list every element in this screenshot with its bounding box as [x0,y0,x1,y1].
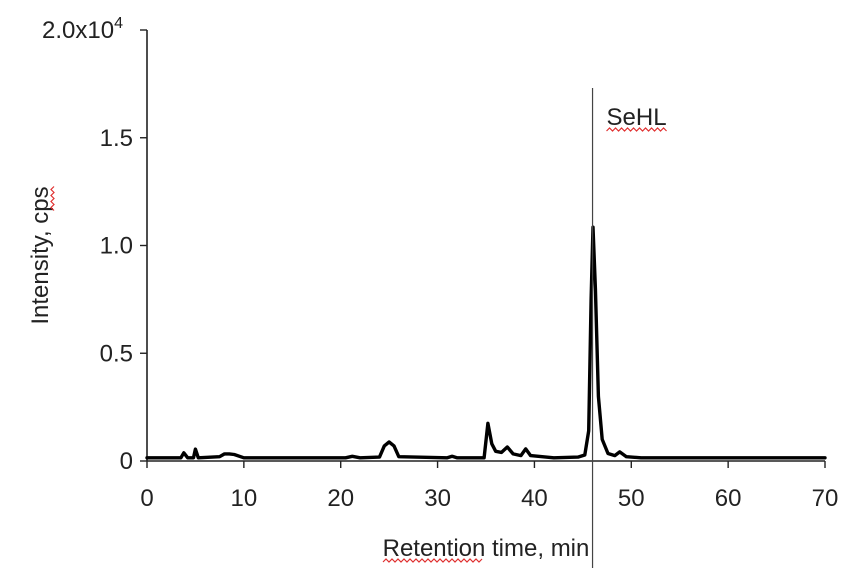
y-axis-title: Intensity, cps [27,186,54,324]
sehl-label: SeHL [607,104,667,131]
x-tick-label: 40 [521,485,548,512]
axes [146,30,825,462]
series-line-0 [145,225,827,460]
y-tick-label: 0 [120,448,133,475]
ticks: 0 10 20 30 40 50 60 70 0 0.5 1.0 1.5 2.0x104 [42,15,838,512]
x-tick-label: 70 [812,485,839,512]
y-tick-exponent: 4 [114,15,123,32]
x-tick-label: 50 [618,485,645,512]
y-tick-label: 0.5 [100,340,133,367]
y-tick-label: 1.5 [100,125,133,152]
x-tick-label: 0 [140,485,153,512]
x-axis-title-spellcheck-underline [382,558,483,563]
x-axis-title: Retention time, min [383,535,590,562]
series [145,225,827,460]
x-tick-label: 10 [231,485,258,512]
x-tick-label: 20 [327,485,354,512]
annotation: SeHL [591,88,667,568]
y-tick-label: 2.0x104 [42,15,123,44]
x-tick-label: 60 [715,485,742,512]
x-tick-label: 30 [424,485,451,512]
y-tick-label: 1.0 [100,233,133,260]
y-axis-title-spellcheck-underline [50,186,55,211]
sehl-spellcheck-underline [606,127,667,132]
